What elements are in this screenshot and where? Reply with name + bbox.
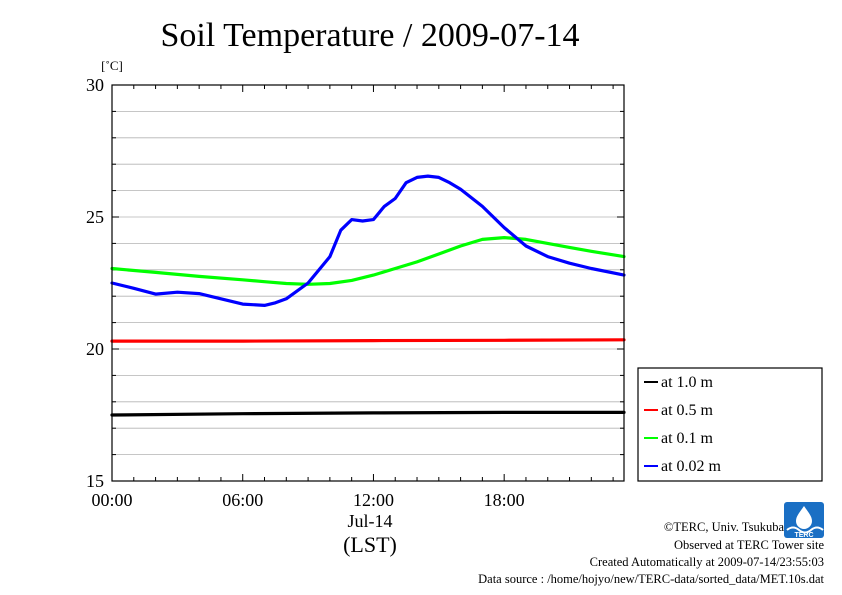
y-tick-label: 20 [86,339,104,359]
data-source-text: Data source : /home/hojyo/new/TERC-data/… [478,572,824,586]
series-line-1 [110,338,626,343]
series-lines [110,174,626,417]
series-line-3 [110,174,626,307]
legend-label: at 0.5 m [661,402,714,419]
terc-logo: TERC [784,502,824,539]
legend-label: at 1.0 m [661,374,714,391]
x-tick-label: 06:00 [222,490,263,510]
series-line-2 [110,236,626,286]
svg-text:TERC: TERC [794,532,813,539]
x-tick-label: 18:00 [484,490,525,510]
y-tick-label: 25 [86,207,104,227]
tick-labels: 15 20 25 30 00:00 06:00 12:00 18:00 [86,75,525,510]
y-tick-label: 15 [86,471,104,491]
y-axis-unit: [˚C] [101,58,123,73]
copyright-text: ©TERC, Univ. Tsukuba [663,520,784,534]
legend: at 1.0 m at 0.5 m at 0.1 m at 0.02 m [637,367,823,482]
chart-title: Soil Temperature / 2009-07-14 [160,17,579,54]
date-label: Jul-14 [348,511,393,531]
axis-ticks [111,84,624,482]
legend-label: at 0.02 m [661,458,722,475]
legend-label: at 0.1 m [661,430,714,447]
x-tick-label: 12:00 [353,490,394,510]
created-timestamp-text: Created Automatically at 2009-07-14/23:5… [589,555,824,569]
x-tick-label: 00:00 [91,490,132,510]
legend-box [637,367,823,482]
series-line-0 [110,410,626,417]
y-tick-label: 30 [86,75,104,95]
plot-frame [111,84,625,482]
x-axis-title: (LST) [343,532,397,557]
grid-lines [112,111,624,456]
observation-site-text: Observed at TERC Tower site [673,538,824,552]
